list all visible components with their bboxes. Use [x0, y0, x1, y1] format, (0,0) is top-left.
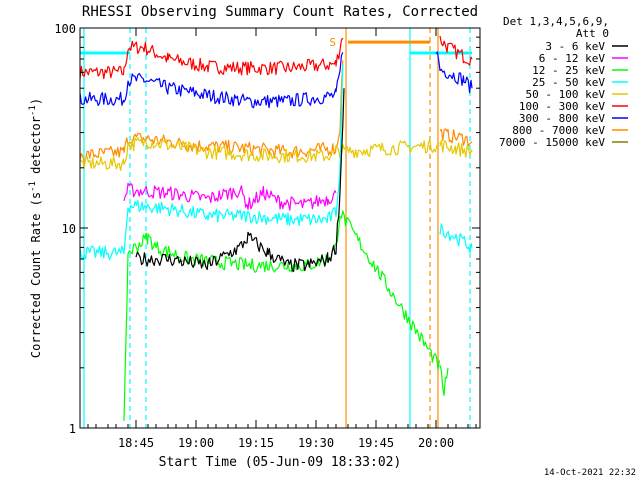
annotation-0: S [329, 36, 336, 49]
legend-label-3: 25 - 50 keV [532, 76, 605, 89]
y-axis-label-sup1: -1 [28, 181, 38, 192]
legend-label-4: 50 - 100 keV [526, 88, 606, 101]
footer-timestamp: 14-Oct-2021 22:32 [544, 468, 636, 478]
x-tick-label-4: 19:45 [358, 436, 394, 450]
series-line-3 [79, 137, 473, 171]
x-tick-label-2: 19:15 [238, 436, 274, 450]
legend-label-0: 3 - 6 keV [545, 40, 605, 53]
y-tick-label-2: 100 [54, 22, 76, 36]
x-axis: 18:45 19:00 19:15 19:30 19:45 20:00 [87, 28, 477, 450]
vlines-layer [83, 28, 471, 428]
plot-frame [79, 27, 481, 429]
legend-label-5: 100 - 300 keV [519, 100, 605, 113]
x-axis-label: Start Time (05-Jun-09 18:33:02) [159, 455, 402, 470]
x-tick-label-1: 19:00 [178, 436, 214, 450]
legend-header-0: Det 1,3,4,5,6,9, [503, 15, 609, 28]
series-line-1 [79, 51, 473, 109]
series-line-5 [79, 63, 473, 261]
legend-label-8: 7000 - 15000 keV [499, 136, 605, 149]
series-line-6 [123, 210, 449, 422]
spans-layer [80, 40, 472, 55]
plot-area: S [79, 27, 481, 429]
legend-label-2: 12 - 25 keV [532, 64, 605, 77]
legend-label-1: 6 - 12 keV [539, 52, 606, 65]
series-line-2 [79, 60, 473, 163]
x-tick-label-0: 18:45 [118, 436, 154, 450]
series-line-0 [79, 35, 473, 80]
series-line-4 [123, 182, 337, 211]
series-layer [79, 35, 473, 422]
x-tick-label-3: 19:30 [298, 436, 334, 450]
y-axis-label-end: ) [29, 98, 43, 105]
legend-label-6: 300 - 800 keV [519, 112, 605, 125]
y-axis-label-mid: detector [29, 116, 43, 181]
y-tick-label-1: 10 [62, 222, 76, 236]
series-line-7 [135, 88, 345, 272]
legend-header-1: Att 0 [576, 27, 609, 40]
x-tick-label-5: 20:00 [418, 436, 454, 450]
y-axis-label-sup2: -1 [28, 105, 38, 116]
y-axis: 1 10 100 [54, 22, 480, 436]
y-axis-label: Corrected Count Rate (s-1 detector-1) [28, 98, 43, 358]
y-axis-label-main: Corrected Count Rate (s [29, 192, 43, 358]
annotation-layer: S [329, 36, 336, 49]
chart-title: RHESSI Observing Summary Count Rates, Co… [82, 4, 478, 20]
y-tick-label-0: 1 [69, 422, 76, 436]
legend-label-7: 800 - 7000 keV [512, 124, 605, 137]
